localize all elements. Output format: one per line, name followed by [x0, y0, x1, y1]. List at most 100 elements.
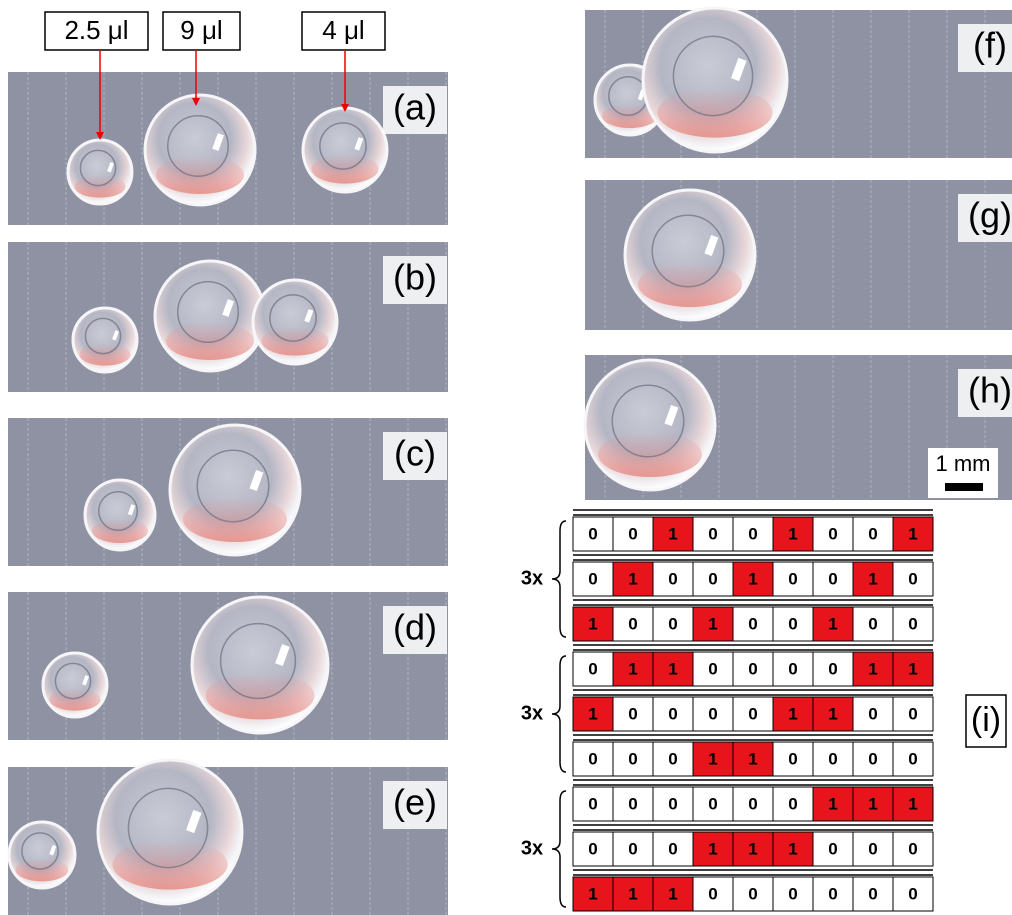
- cell-value: 1: [708, 749, 717, 768]
- cell-value: 1: [748, 569, 757, 588]
- cell-value: 0: [828, 659, 837, 678]
- droplet-tint: [16, 858, 69, 881]
- cell-value: 0: [708, 569, 717, 588]
- cell-value: 0: [908, 704, 917, 723]
- cell-value: 0: [668, 839, 677, 858]
- cell-value: 1: [868, 794, 877, 813]
- scale-label: 1 mm: [936, 451, 991, 476]
- cell-value: 0: [788, 659, 797, 678]
- cell-value: 0: [668, 614, 677, 633]
- cell-value: 0: [708, 659, 717, 678]
- cell-value: 0: [868, 839, 877, 858]
- cell-value: 0: [748, 794, 757, 813]
- cell-value: 0: [668, 569, 677, 588]
- cell-value: 1: [828, 704, 837, 723]
- cell-value: 0: [588, 659, 597, 678]
- cell-value: 0: [788, 794, 797, 813]
- cell-value: 1: [828, 794, 837, 813]
- cell-value: 0: [868, 884, 877, 903]
- cell-value: 0: [708, 794, 717, 813]
- cell-value: 1: [828, 614, 837, 633]
- cell-value: 0: [588, 524, 597, 543]
- cell-value: 0: [668, 749, 677, 768]
- droplet-tint: [638, 262, 742, 308]
- cell-value: 1: [868, 659, 877, 678]
- cell-value: 1: [868, 569, 877, 588]
- cell-value: 0: [748, 704, 757, 723]
- cell-value: 1: [628, 569, 637, 588]
- panel-label: (g): [968, 195, 1012, 236]
- cell-value: 0: [868, 614, 877, 633]
- cell-value: 1: [708, 614, 717, 633]
- droplet-tint: [79, 343, 130, 365]
- droplet-tint: [598, 432, 702, 478]
- droplet-tint: [166, 322, 254, 361]
- cell-value: 0: [588, 569, 597, 588]
- cell-value: 1: [588, 704, 597, 723]
- droplet-tint: [206, 672, 315, 720]
- cell-value: 1: [668, 884, 677, 903]
- cell-value: 1: [588, 614, 597, 633]
- cell-value: 0: [828, 569, 837, 588]
- cell-value: 0: [628, 704, 637, 723]
- cell-value: 1: [908, 794, 917, 813]
- cell-value: 1: [908, 659, 917, 678]
- repeat-label: 3x: [521, 837, 543, 859]
- brace: [552, 791, 566, 907]
- brace: [552, 656, 566, 772]
- cell-value: 1: [748, 839, 757, 858]
- volume-label: 9 μl: [180, 15, 222, 45]
- cell-value: 0: [708, 704, 717, 723]
- droplet-tint: [657, 87, 772, 137]
- panel-label: (d): [393, 607, 437, 648]
- volume-label: 4 μl: [322, 15, 364, 45]
- cell-value: 0: [628, 749, 637, 768]
- cell-value: 0: [828, 749, 837, 768]
- repeat-label: 3x: [521, 702, 543, 724]
- cell-value: 0: [828, 524, 837, 543]
- cell-value: 0: [628, 839, 637, 858]
- brace: [552, 521, 566, 637]
- cell-value: 0: [908, 569, 917, 588]
- droplet-tint: [74, 175, 125, 197]
- droplet-tint: [183, 497, 287, 543]
- cell-value: 0: [788, 569, 797, 588]
- cell-value: 0: [788, 614, 797, 633]
- table-label: (i): [971, 701, 1001, 739]
- cell-value: 0: [588, 749, 597, 768]
- cell-value: 0: [668, 794, 677, 813]
- cell-value: 1: [628, 659, 637, 678]
- scale-bar: [945, 483, 983, 491]
- repeat-label: 3x: [521, 567, 543, 589]
- cell-value: 1: [788, 524, 797, 543]
- cell-value: 1: [708, 839, 717, 858]
- cell-value: 0: [828, 884, 837, 903]
- cell-value: 0: [868, 524, 877, 543]
- cell-value: 0: [708, 524, 717, 543]
- cell-value: 1: [788, 839, 797, 858]
- panel-label: (e): [393, 782, 437, 823]
- cell-value: 1: [668, 659, 677, 678]
- droplet-tint: [112, 839, 227, 889]
- cell-value: 0: [628, 614, 637, 633]
- cell-value: 0: [588, 794, 597, 813]
- droplet-tint: [156, 156, 244, 195]
- panel-label: (b): [393, 257, 437, 298]
- panel-label: (h): [968, 370, 1012, 411]
- cell-value: 0: [868, 704, 877, 723]
- cell-value: 0: [908, 614, 917, 633]
- cell-value: 0: [908, 749, 917, 768]
- cell-value: 0: [628, 794, 637, 813]
- cell-value: 0: [908, 839, 917, 858]
- cell-value: 0: [748, 884, 757, 903]
- cell-value: 0: [868, 749, 877, 768]
- cell-value: 0: [788, 884, 797, 903]
- cell-value: 1: [908, 524, 917, 543]
- cell-value: 0: [708, 884, 717, 903]
- droplet-tint: [49, 688, 100, 710]
- cell-value: 0: [628, 524, 637, 543]
- volume-label: 2.5 μl: [64, 15, 128, 45]
- cell-value: 1: [588, 884, 597, 903]
- cell-value: 0: [828, 839, 837, 858]
- cell-value: 0: [788, 749, 797, 768]
